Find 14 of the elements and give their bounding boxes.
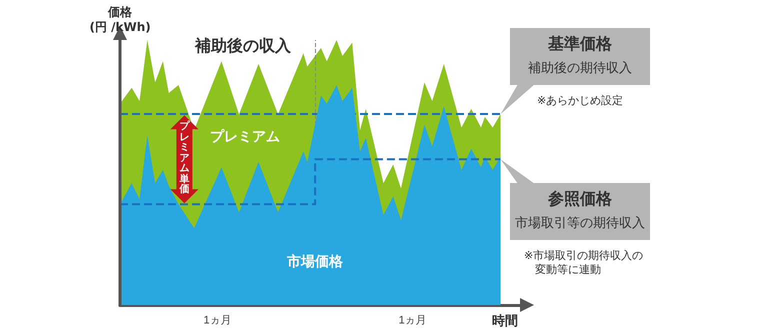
annotation: プレミアム	[210, 129, 280, 147]
series-label: 補助後の収入	[195, 36, 291, 56]
text: ※あらかじめ設定	[537, 94, 624, 108]
annotation: プレミアム単価	[179, 121, 190, 196]
text: 参照価格	[548, 189, 612, 209]
x-axis-title: 時間	[492, 314, 518, 330]
x-tick-label: 1ヵ月	[204, 314, 232, 326]
series-label: 市場価格	[287, 254, 344, 272]
text: 補助後の期待収入	[528, 61, 632, 78]
annotation: 市場取引等の期待収入	[515, 216, 645, 232]
text: ※市場取引の期待収入の変動等に連動	[524, 249, 644, 276]
y-axis-title: 価格 (円 /kWh)	[90, 5, 151, 35]
text: 基準価格	[548, 34, 612, 54]
x-tick-label: 1ヵ月	[398, 314, 427, 326]
